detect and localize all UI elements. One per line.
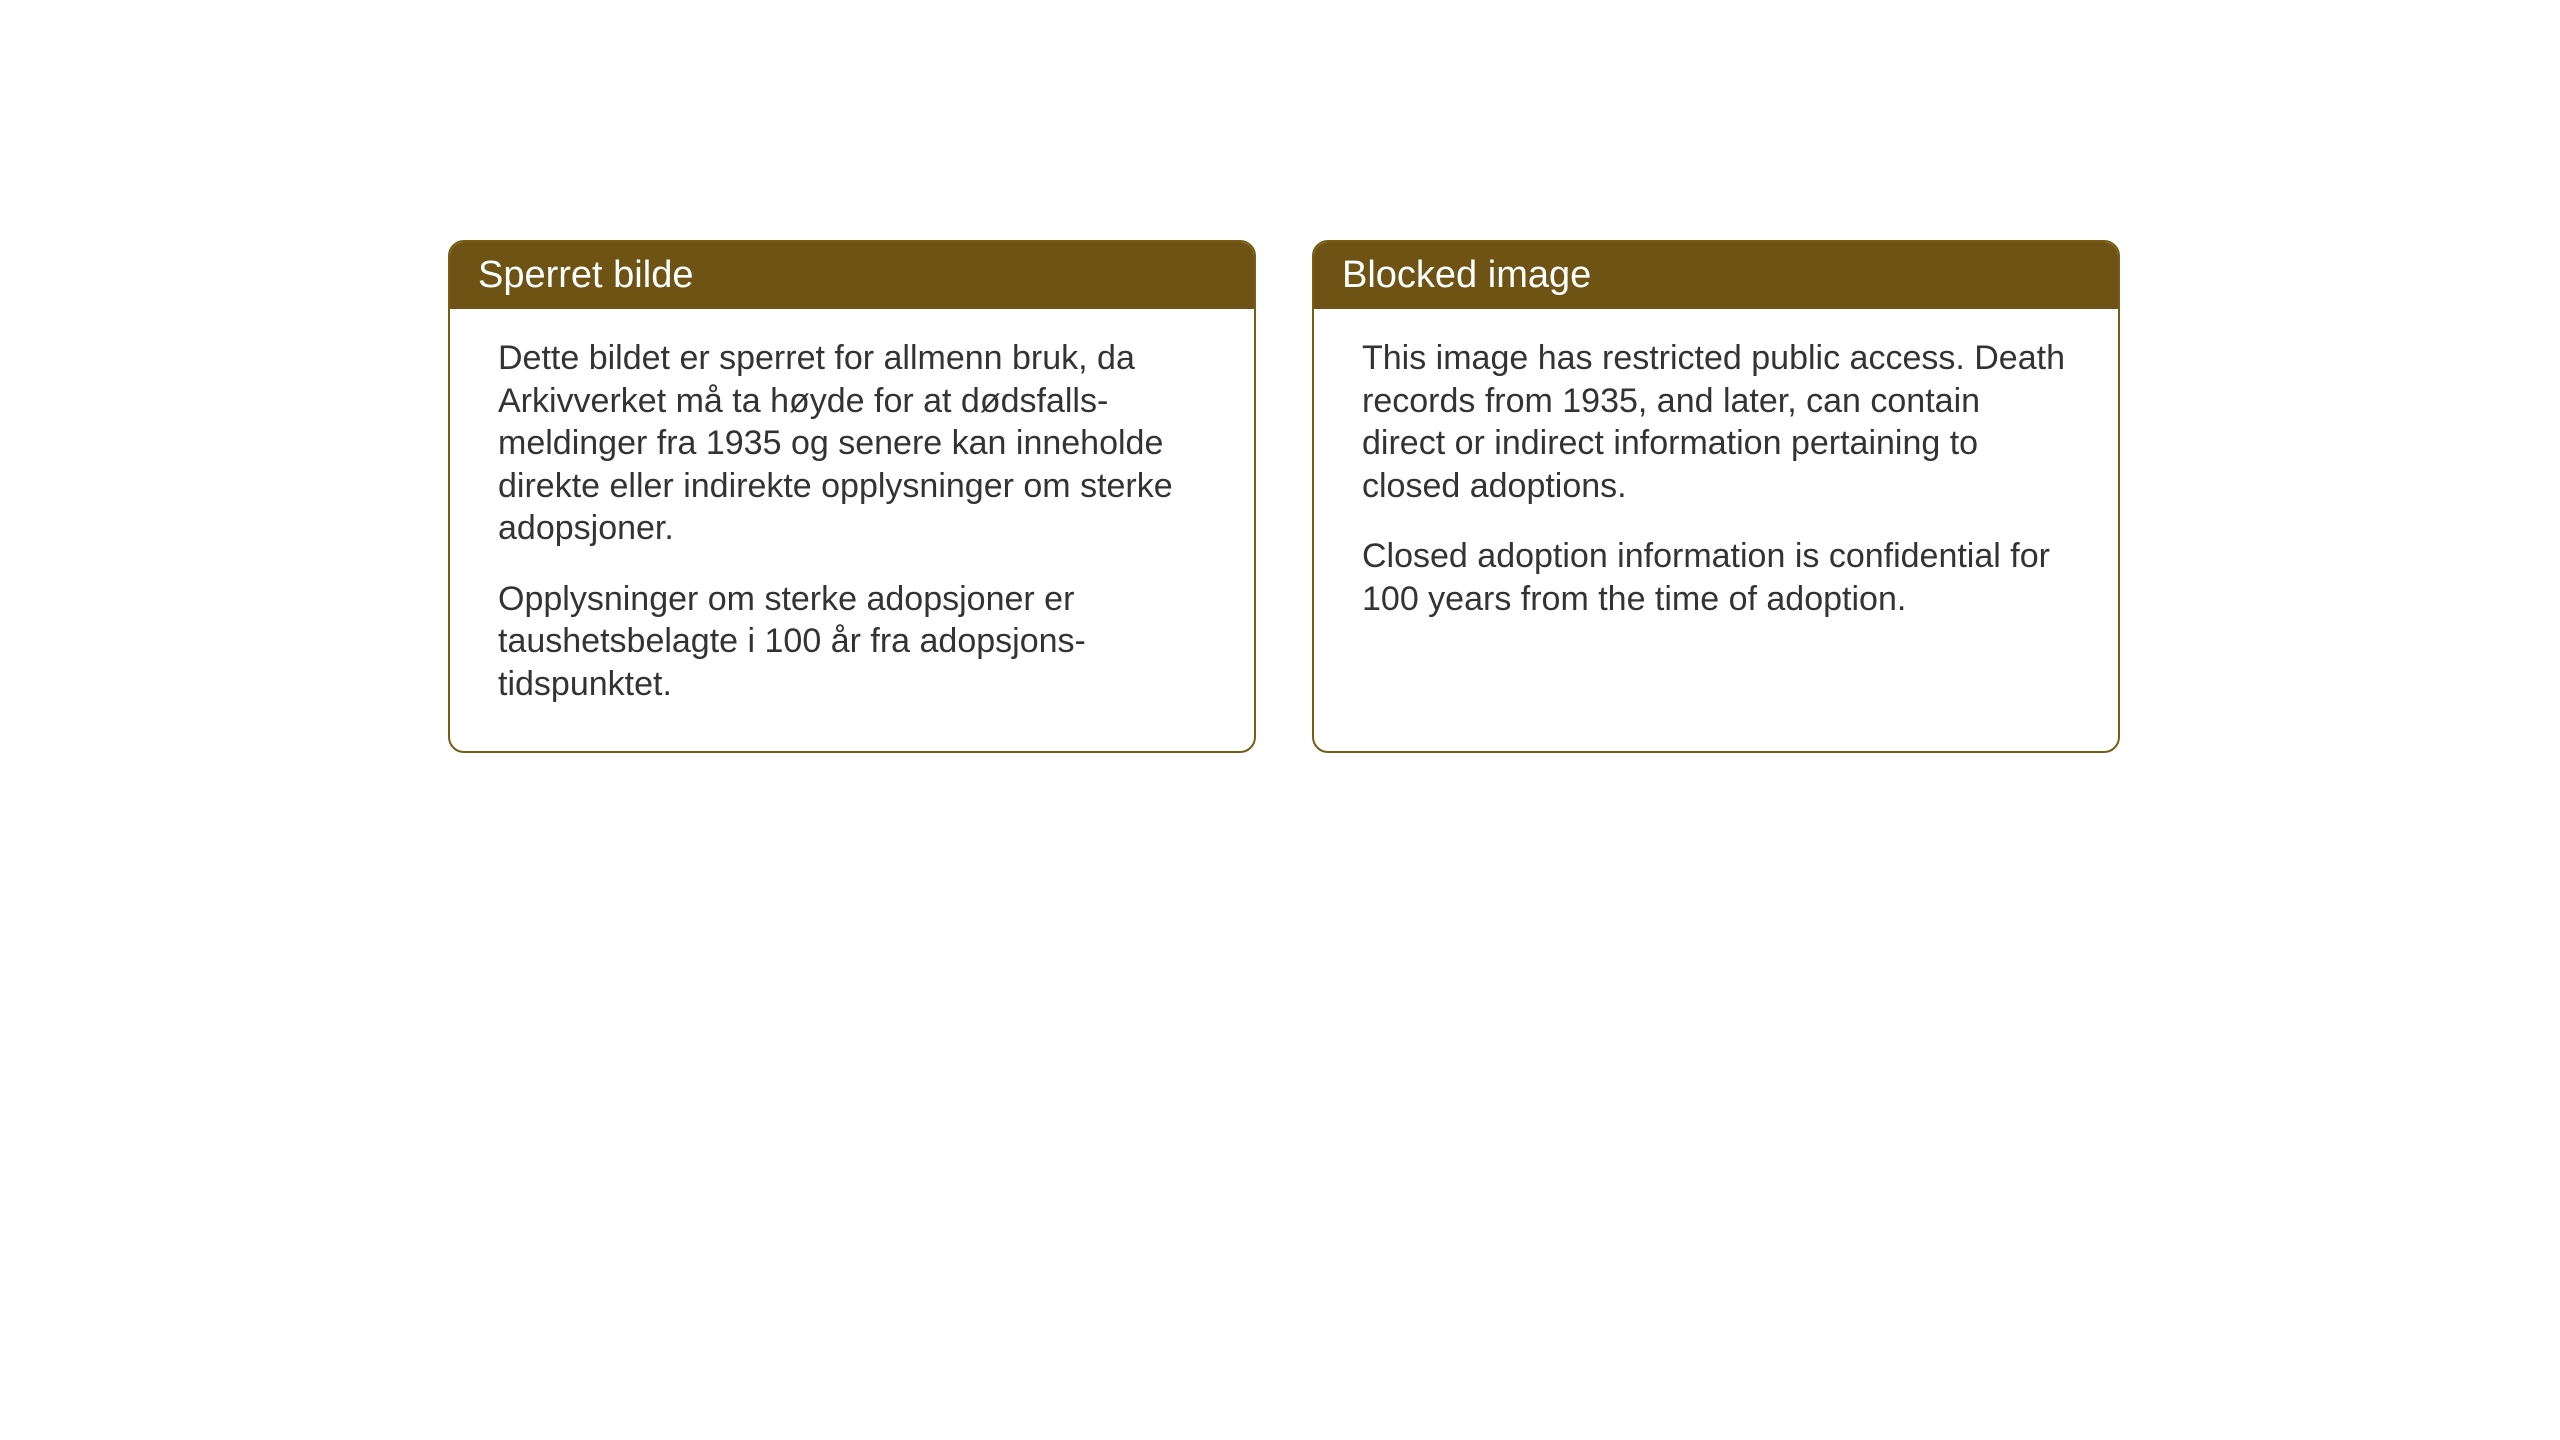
card-paragraph1-norwegian: Dette bildet er sperret for allmenn bruk… (498, 337, 1206, 550)
card-body-english: This image has restricted public access.… (1314, 309, 2118, 660)
card-title-norwegian: Sperret bilde (478, 254, 693, 296)
card-paragraph1-english: This image has restricted public access.… (1362, 337, 2070, 507)
card-header-english: Blocked image (1314, 242, 2118, 309)
notice-card-norwegian: Sperret bilde Dette bildet er sperret fo… (448, 240, 1256, 753)
card-body-norwegian: Dette bildet er sperret for allmenn bruk… (450, 309, 1254, 745)
card-paragraph2-english: Closed adoption information is confident… (1362, 535, 2070, 620)
card-header-norwegian: Sperret bilde (450, 242, 1254, 309)
card-paragraph2-norwegian: Opplysninger om sterke adopsjoner er tau… (498, 578, 1206, 706)
card-title-english: Blocked image (1342, 254, 1591, 296)
notice-container: Sperret bilde Dette bildet er sperret fo… (448, 240, 2120, 753)
notice-card-english: Blocked image This image has restricted … (1312, 240, 2120, 753)
